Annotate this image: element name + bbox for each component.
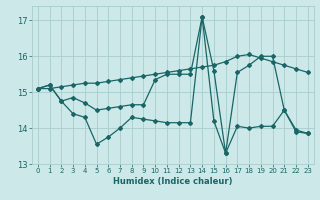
X-axis label: Humidex (Indice chaleur): Humidex (Indice chaleur): [113, 177, 233, 186]
